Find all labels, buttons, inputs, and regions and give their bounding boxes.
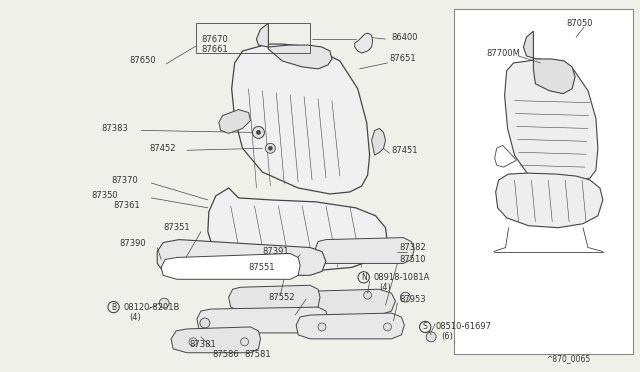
Text: 87381: 87381 <box>189 340 216 349</box>
Polygon shape <box>355 33 372 53</box>
Polygon shape <box>294 289 396 315</box>
Text: 87551: 87551 <box>248 263 275 272</box>
Polygon shape <box>504 59 598 185</box>
Text: 08120-8201B: 08120-8201B <box>124 302 180 312</box>
Polygon shape <box>524 31 575 94</box>
Polygon shape <box>315 238 414 263</box>
Polygon shape <box>232 44 370 194</box>
Circle shape <box>364 291 372 299</box>
Text: 87661: 87661 <box>201 45 228 54</box>
Circle shape <box>318 323 326 331</box>
Text: 87451: 87451 <box>392 146 418 155</box>
Text: 87383: 87383 <box>102 124 129 133</box>
Polygon shape <box>219 110 250 134</box>
Text: 87581: 87581 <box>244 350 271 359</box>
Text: 87361: 87361 <box>113 201 140 210</box>
Circle shape <box>257 131 260 134</box>
Circle shape <box>189 338 197 346</box>
Circle shape <box>266 143 275 153</box>
Text: 87050: 87050 <box>566 19 593 28</box>
Text: 87350: 87350 <box>92 192 118 201</box>
Circle shape <box>376 135 381 141</box>
Polygon shape <box>495 173 603 228</box>
Text: 87351: 87351 <box>163 223 190 232</box>
Text: (4): (4) <box>380 283 391 292</box>
Text: 87370: 87370 <box>111 176 138 185</box>
Circle shape <box>253 126 264 138</box>
Text: 87510: 87510 <box>399 255 426 264</box>
Text: N: N <box>361 273 367 282</box>
Text: 87953: 87953 <box>399 295 426 304</box>
Text: 08918-1081A: 08918-1081A <box>374 273 430 282</box>
Text: (4): (4) <box>129 312 141 321</box>
Circle shape <box>159 298 169 308</box>
Text: 87552: 87552 <box>268 293 295 302</box>
Polygon shape <box>296 313 404 339</box>
Text: 08510-61697: 08510-61697 <box>435 323 491 331</box>
Circle shape <box>426 332 436 342</box>
Text: 87700M: 87700M <box>487 48 520 58</box>
Circle shape <box>200 318 210 328</box>
Text: 86400: 86400 <box>392 33 418 42</box>
Polygon shape <box>208 188 387 271</box>
Polygon shape <box>171 327 260 353</box>
Polygon shape <box>228 285 320 311</box>
Text: 87452: 87452 <box>149 144 176 153</box>
Polygon shape <box>257 23 332 69</box>
Text: 87390: 87390 <box>120 239 146 248</box>
Bar <box>196 23 310 53</box>
Circle shape <box>241 338 248 346</box>
Circle shape <box>268 146 273 150</box>
Polygon shape <box>157 240 326 275</box>
Text: 87651: 87651 <box>390 54 416 64</box>
Text: 87650: 87650 <box>129 57 156 65</box>
Bar <box>454 9 633 354</box>
Polygon shape <box>161 253 300 279</box>
Polygon shape <box>197 307 328 333</box>
Text: 87670: 87670 <box>201 35 228 44</box>
Text: ^870_0065: ^870_0065 <box>547 354 591 363</box>
Text: 87382: 87382 <box>399 243 426 252</box>
Text: 87391: 87391 <box>262 247 289 256</box>
Text: 87586: 87586 <box>213 350 239 359</box>
Text: (6): (6) <box>441 332 453 341</box>
Circle shape <box>383 323 392 331</box>
Polygon shape <box>372 128 385 155</box>
Text: S: S <box>423 323 428 331</box>
Circle shape <box>401 292 410 302</box>
Text: B: B <box>111 302 116 312</box>
